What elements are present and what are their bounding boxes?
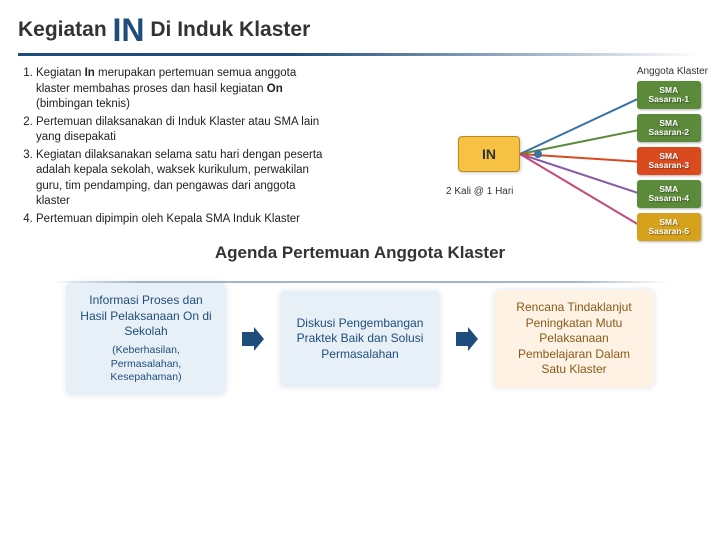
agenda-box-1: Informasi Proses dan Hasil Pelaksanaan O… [66,283,226,395]
sma-header: Anggota Klaster [637,66,708,77]
in-node: IN [458,136,520,172]
diagram-area: IN 2 Kali @ 1 Hari Anggota Klaster SMASa… [328,66,708,229]
agenda-section: Agenda Pertemuan Anggota Klaster Informa… [0,243,720,395]
arrow-icon [454,326,480,352]
agenda-box-2: Diskusi Pengembangan Praktek Baik dan So… [280,291,440,387]
list-item: Kegiatan In merupakan pertemuan semua an… [36,66,328,113]
numbered-list: Kegiatan In merupakan pertemuan semua an… [18,66,328,229]
sma-node-4: SMASasaran-4 [637,180,701,208]
sma-node-1: SMASasaran-1 [637,81,701,109]
in-caption: 2 Kali @ 1 Hari [446,186,513,197]
title-part2: Di Induk Klaster [150,18,310,41]
title-highlight: IN [113,12,145,48]
title-underline [18,53,702,56]
sma-stack: Anggota Klaster SMASasaran-1 SMASasaran-2… [637,66,708,246]
list-item: Pertemuan dipimpin oleh Kepala SMA Induk… [36,212,328,228]
sma-node-2: SMASasaran-2 [637,114,701,142]
upper-section: Kegiatan In merupakan pertemuan semua an… [0,58,720,237]
agenda-title: Agenda Pertemuan Anggota Klaster [0,243,720,263]
agenda-row: Informasi Proses dan Hasil Pelaksanaan O… [0,283,720,395]
sma-node-5: SMASasaran-5 [637,213,701,241]
agenda-underline [50,281,670,283]
agenda-box-3: Rencana Tindaklanjut Peningkatan Mutu Pe… [494,290,654,388]
slide-title: Kegiatan IN Di Induk Klaster [0,0,720,53]
title-part1: Kegiatan [18,18,107,41]
list-item: Pertemuan dilaksanakan di Induk Klaster … [36,115,328,146]
arrow-icon [240,326,266,352]
list-item: Kegiatan dilaksanakan selama satu hari d… [36,148,328,210]
sma-node-3: SMASasaran-3 [637,147,701,175]
